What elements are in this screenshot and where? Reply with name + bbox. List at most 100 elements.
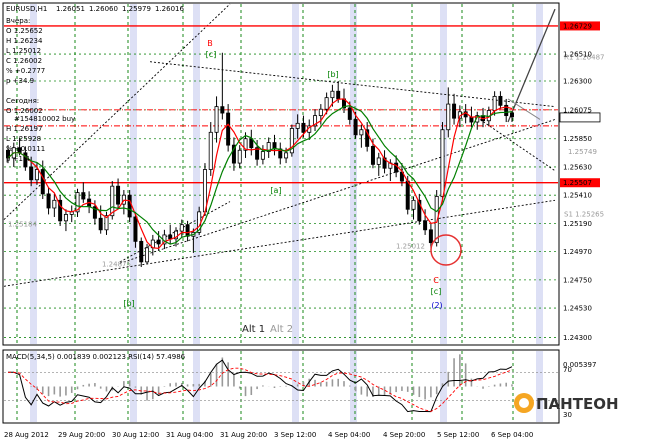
candle-body (446, 103, 451, 131)
candle-body (353, 119, 358, 136)
price-axis-label: 1.25630 (563, 163, 592, 171)
candle-body (40, 169, 45, 195)
horizontal-levels (4, 21, 600, 188)
price-level-box (560, 178, 600, 188)
today-title: Сегодня: (6, 97, 39, 105)
candle-body (365, 129, 370, 147)
candle-body (498, 95, 503, 106)
candle-body (376, 157, 381, 165)
time-axis-label: 6 Sep 04:00 (491, 431, 533, 439)
price-axis-label: 1.26729 (563, 22, 592, 30)
session-band (292, 351, 299, 422)
candle-body (185, 224, 190, 237)
candle-body (318, 108, 323, 117)
candle-body (266, 142, 271, 152)
candle-body (301, 122, 306, 133)
candle-body (75, 192, 80, 213)
current-price-box (559, 112, 601, 123)
yesterday-points: p +34.9 (6, 77, 34, 85)
candle-body (359, 129, 364, 136)
candle-body (324, 97, 329, 110)
yesterday-title: Вчера: (6, 17, 30, 25)
candle-body (330, 90, 335, 99)
candle-body (313, 115, 318, 127)
candle-body (139, 240, 144, 263)
candle-body (405, 180, 410, 210)
wave-label: C (433, 276, 439, 285)
today-percent: % +0.0111 (6, 145, 45, 153)
candle-body (174, 230, 178, 240)
time-axis-label: 30 Aug 12:00 (112, 431, 159, 439)
session-band (350, 4, 357, 344)
today-high: H 1.26197 (6, 125, 42, 133)
symbol-timeframe: EURUSD,H1 (6, 5, 47, 13)
candle-body (260, 151, 265, 160)
price-axis-label: 1.25850 (563, 135, 592, 143)
pivot-label: 1.25184 (8, 221, 37, 229)
horizontal-grid (4, 53, 558, 338)
order-tag: #154810002 buy (14, 115, 75, 123)
candle-body (231, 144, 236, 164)
time-axis-label: 4 Sep 04:00 (328, 431, 370, 439)
wave-label: [b] (327, 70, 338, 79)
main-panel-frame (2, 2, 560, 346)
candle-body (104, 215, 109, 231)
session-band (193, 4, 200, 344)
candle-body (237, 149, 242, 164)
candle-body (336, 90, 341, 100)
session-band (130, 351, 137, 422)
wave-label: [a] (270, 186, 281, 195)
session-band (130, 4, 137, 344)
candle-body (504, 104, 509, 117)
panteon-logo: ПАНТЕОН (514, 393, 619, 413)
trend-line (507, 8, 556, 123)
session-band (292, 4, 299, 344)
moving-averages (7, 98, 513, 250)
candle-body (492, 95, 497, 111)
candle-body (208, 131, 213, 170)
session-band (440, 351, 447, 422)
yesterday-high: H 1.26234 (6, 37, 43, 45)
highlight-circle (430, 234, 462, 266)
pivot-label: 1.25012 (396, 243, 425, 251)
indicator-label: MACD(5,34,5) 0.001839 0.002123 RSI(14) 5… (6, 353, 186, 361)
candle-body (423, 220, 428, 231)
yesterday-open: O 1.25652 (6, 27, 43, 35)
candle-body (510, 112, 514, 118)
trend-lines (3, 3, 556, 287)
indicator-axis-label: 0.005397 (563, 361, 596, 369)
alt-2-label: Alt 2 (270, 324, 293, 335)
time-axis-label: 4 Sep 20:00 (383, 431, 425, 439)
price-axis-label: 1.24970 (563, 248, 592, 256)
vertical-grid (16, 4, 514, 422)
time-axis-label: 31 Aug 04:00 (166, 431, 213, 439)
candle-body (29, 166, 34, 181)
logo-icon-inner (519, 398, 529, 408)
price-axis-label: 1.24750 (563, 276, 592, 284)
today-low: L 1.25928 (6, 135, 41, 143)
today-open: O 1.26002 (6, 107, 43, 115)
candle-body (58, 199, 63, 222)
trend-line (3, 199, 556, 287)
yesterday-percent: % +0.2777 (6, 67, 45, 75)
axes: 1.267291.265101.263001.260751.260161.258… (4, 22, 601, 439)
price-axis-label: 1.24530 (563, 305, 592, 313)
candle-body (417, 199, 422, 222)
yesterday-low: L 1.25012 (6, 47, 41, 55)
candle-body (168, 234, 173, 240)
candle-body (98, 217, 103, 231)
indicator-axis-label: 70 (563, 366, 572, 374)
session-band (30, 4, 37, 344)
candle-body (243, 138, 248, 151)
candle-body (34, 169, 39, 181)
time-axis-label: 29 Aug 20:00 (58, 431, 105, 439)
logo-text: ПАНТЕОН (536, 395, 619, 413)
candle-body (63, 214, 68, 222)
candle-body (23, 152, 28, 168)
candle-body (289, 128, 294, 154)
header-open: 1.26051 (56, 5, 85, 13)
moving-average-line (7, 105, 513, 245)
wave-label: B (207, 39, 213, 48)
candle-body (46, 193, 51, 209)
